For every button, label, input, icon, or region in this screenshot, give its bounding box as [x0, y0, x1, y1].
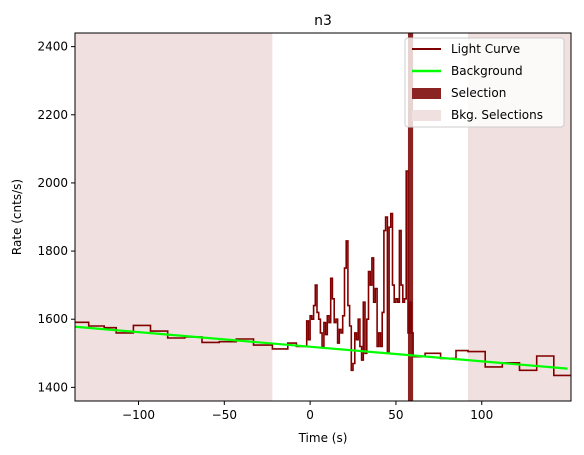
x-axis-label: Time (s): [298, 431, 348, 445]
background-series: [74, 325, 568, 370]
legend-selection-swatch: [412, 88, 441, 99]
bkg-selection-region-0: [75, 33, 273, 401]
legend-bkg-selections-swatch: [412, 110, 441, 121]
y-tick-label: 2200: [37, 108, 68, 122]
x-tick-label: 0: [306, 408, 314, 422]
x-tick-label: −50: [212, 408, 237, 422]
y-tick-label: 1400: [37, 380, 68, 394]
y-tick-label: 1600: [37, 312, 68, 326]
legend-bkg-selections-label: Bkg. Selections: [451, 108, 543, 122]
legend-light-curve-label: Light Curve: [451, 42, 520, 56]
y-axis: 1400 1600 1800 2000 2200 2400: [37, 40, 75, 394]
x-tick-label: 50: [388, 408, 403, 422]
y-tick-label: 2400: [37, 40, 68, 54]
legend-selection-label: Selection: [451, 86, 506, 100]
legend-box: [404, 37, 565, 128]
selection-band: [407, 33, 414, 401]
legend-background-label: Background: [451, 64, 523, 78]
y-tick-label: 2000: [37, 176, 68, 190]
x-axis: −100 −50 0 50 100: [122, 401, 493, 422]
y-tick-label: 1800: [37, 244, 68, 258]
y-axis-label: Rate (cnts/s): [10, 179, 24, 255]
plot-frame: [74, 32, 572, 402]
x-tick-label: 100: [470, 408, 493, 422]
selection-region: [407, 33, 414, 401]
legend: Light Curve Background Selection Bkg. Se…: [404, 37, 565, 128]
chart-title: n3: [314, 13, 332, 29]
x-tick-label: −100: [122, 408, 155, 422]
